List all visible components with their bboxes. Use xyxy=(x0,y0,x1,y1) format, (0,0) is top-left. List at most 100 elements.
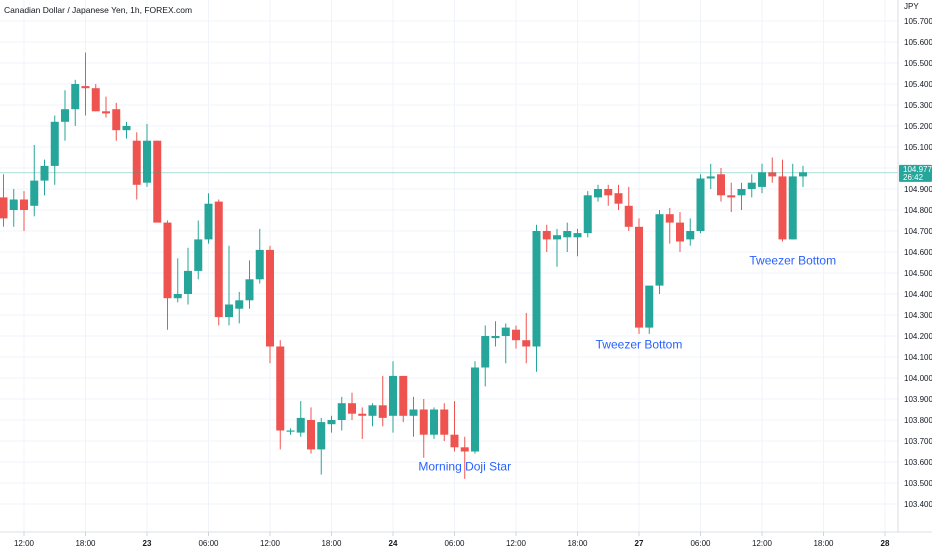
candle[interactable] xyxy=(225,245,233,326)
candle[interactable] xyxy=(307,407,315,454)
pattern-annotation[interactable]: Tweezer Bottom xyxy=(596,338,683,352)
candle[interactable] xyxy=(30,144,39,217)
candle[interactable] xyxy=(9,189,18,227)
candle[interactable] xyxy=(81,52,90,116)
candle[interactable] xyxy=(573,228,582,257)
candle[interactable] xyxy=(686,218,695,246)
candle[interactable] xyxy=(645,285,654,334)
candle-body xyxy=(737,189,746,196)
candle[interactable] xyxy=(337,396,346,431)
candle[interactable] xyxy=(235,291,244,324)
candle[interactable] xyxy=(173,258,182,303)
candle[interactable] xyxy=(717,168,725,202)
candle[interactable] xyxy=(266,245,274,364)
candle[interactable] xyxy=(368,403,377,427)
candle[interactable] xyxy=(440,403,449,441)
candle[interactable] xyxy=(512,325,520,349)
candle[interactable] xyxy=(40,159,49,196)
candle[interactable] xyxy=(799,165,807,187)
candle[interactable] xyxy=(553,228,561,267)
candle[interactable] xyxy=(163,220,172,330)
candle[interactable] xyxy=(665,207,674,244)
candle[interactable] xyxy=(696,174,705,234)
candle-body xyxy=(614,193,623,204)
time-tick-label: 18:00 xyxy=(75,539,96,548)
candle[interactable] xyxy=(102,96,110,118)
candle[interactable] xyxy=(317,417,326,475)
candle[interactable] xyxy=(542,224,551,252)
candle[interactable] xyxy=(276,340,285,450)
candle-body xyxy=(635,226,643,328)
time-axis-ticks: 12:00 18:00 23 06:00 12:00 18:00 24 06:00 12:00 1… xyxy=(14,532,890,548)
price-tick-label: 104.400 xyxy=(904,290,932,299)
candle[interactable] xyxy=(460,436,469,479)
candle[interactable] xyxy=(245,260,254,309)
candle[interactable] xyxy=(635,218,643,334)
candle[interactable] xyxy=(594,184,602,202)
candle[interactable] xyxy=(419,399,428,458)
candle[interactable] xyxy=(71,79,80,126)
candle[interactable] xyxy=(214,199,223,326)
candle-body xyxy=(102,111,110,114)
candle[interactable] xyxy=(50,115,59,185)
pattern-annotation[interactable]: Tweezer Bottom xyxy=(749,254,836,268)
candle[interactable] xyxy=(91,84,100,112)
candle[interactable] xyxy=(522,312,531,364)
candle[interactable] xyxy=(758,163,766,194)
candle-body xyxy=(163,222,172,299)
candle[interactable] xyxy=(286,428,295,435)
candle[interactable] xyxy=(737,182,746,210)
candle[interactable] xyxy=(655,210,664,294)
candle[interactable] xyxy=(153,140,162,223)
candle[interactable] xyxy=(727,182,736,213)
candle[interactable] xyxy=(112,102,121,141)
candle[interactable] xyxy=(778,159,787,242)
candle[interactable] xyxy=(409,396,418,437)
candle[interactable] xyxy=(378,375,387,427)
candle[interactable] xyxy=(430,407,438,439)
candle[interactable] xyxy=(706,163,715,189)
candle[interactable] xyxy=(624,186,633,231)
candle-body xyxy=(542,231,551,240)
candle[interactable] xyxy=(0,174,8,227)
candle[interactable] xyxy=(61,90,69,141)
candle[interactable] xyxy=(481,325,490,387)
candle[interactable] xyxy=(399,375,408,423)
candle-body xyxy=(399,375,408,416)
candle[interactable] xyxy=(532,224,541,372)
candle[interactable] xyxy=(450,401,459,452)
candle[interactable] xyxy=(501,323,510,364)
candle[interactable] xyxy=(788,163,797,240)
price-tick-label: 103.700 xyxy=(904,437,932,446)
candle[interactable] xyxy=(204,193,213,244)
candle[interactable] xyxy=(563,222,572,252)
candle[interactable] xyxy=(358,407,367,439)
candle[interactable] xyxy=(583,191,592,238)
candle[interactable] xyxy=(255,228,264,284)
candle[interactable] xyxy=(184,247,192,305)
pattern-annotation[interactable]: Morning Doji Star xyxy=(418,459,511,473)
candle[interactable] xyxy=(143,123,151,187)
candle[interactable] xyxy=(327,415,336,433)
candle[interactable] xyxy=(604,184,613,206)
candle[interactable] xyxy=(122,121,131,139)
candle-body xyxy=(368,405,377,416)
candle-body xyxy=(184,270,192,294)
price-tick-label: 103.600 xyxy=(904,458,932,467)
time-axis[interactable]: 12:00 18:00 23 06:00 12:00 18:00 24 06:00 12:00 1… xyxy=(0,531,932,548)
candle[interactable] xyxy=(491,321,500,347)
candle[interactable] xyxy=(614,184,623,210)
candle[interactable] xyxy=(132,132,141,200)
candles-layer[interactable] xyxy=(0,52,807,479)
candle[interactable] xyxy=(768,157,777,183)
candle[interactable] xyxy=(194,220,203,280)
candle[interactable] xyxy=(389,361,397,433)
candle[interactable] xyxy=(676,212,684,252)
candle[interactable] xyxy=(20,191,28,231)
candle[interactable] xyxy=(471,361,479,454)
candle[interactable] xyxy=(348,392,356,420)
candle[interactable] xyxy=(296,401,305,437)
candle[interactable] xyxy=(747,174,756,198)
candle-body xyxy=(655,214,664,286)
